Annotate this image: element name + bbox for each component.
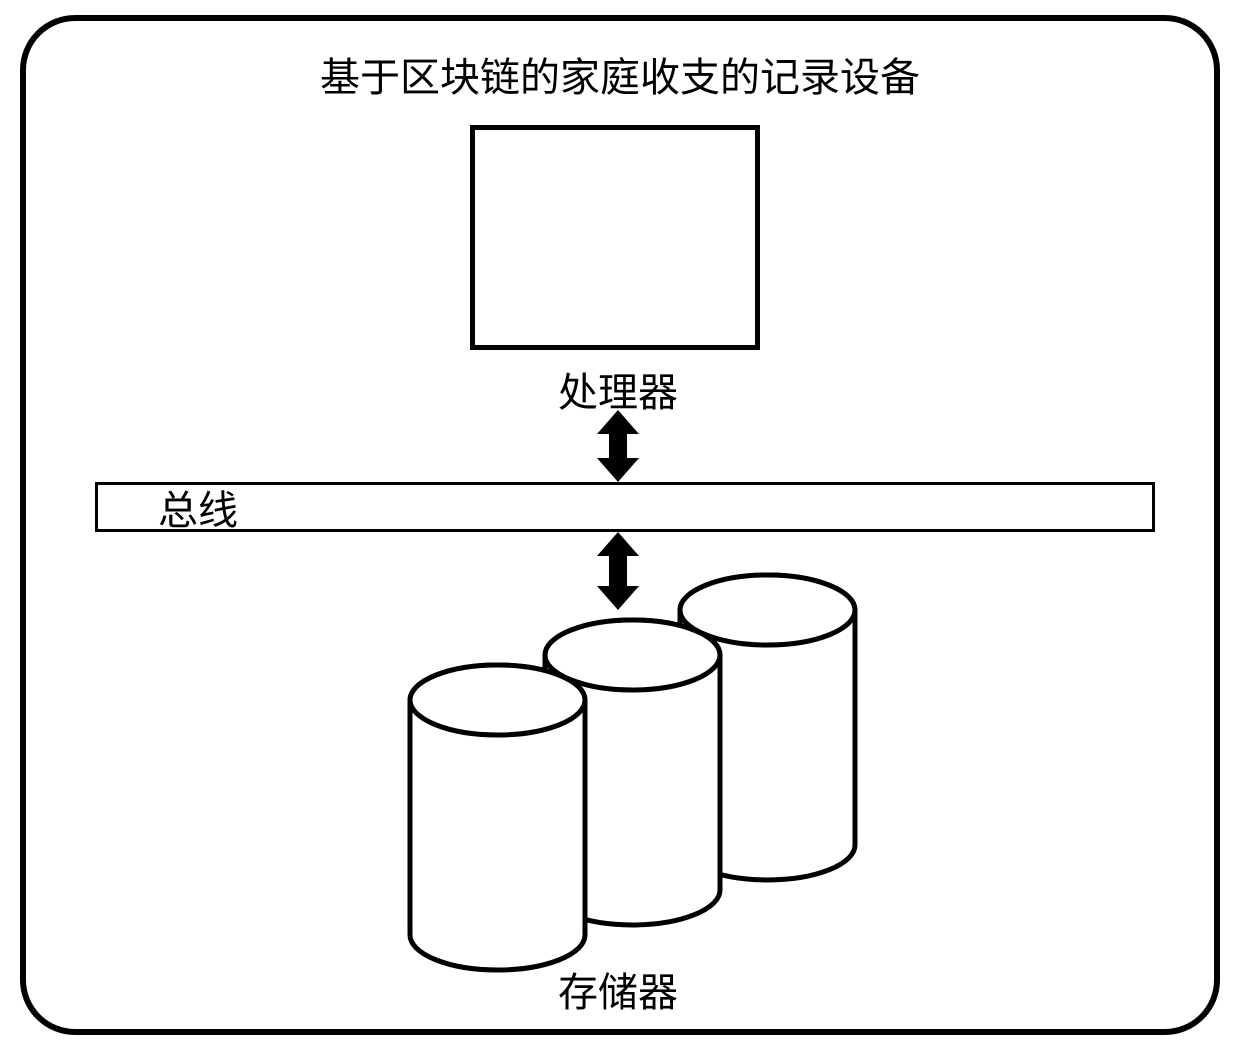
storage-label: 存储器 [418,960,818,1018]
diagram-canvas: 基于区块链的家庭收支的记录设备 处理器 总线 存储器 [0,0,1240,1046]
bus-box: 总线 [95,482,1155,532]
storage-cylinders-icon [403,568,862,977]
bus-label: 总线 [158,478,238,536]
processor-box [470,125,760,350]
arrow-top-icon [595,408,641,484]
diagram-title: 基于区块链的家庭收支的记录设备 [120,45,1120,103]
